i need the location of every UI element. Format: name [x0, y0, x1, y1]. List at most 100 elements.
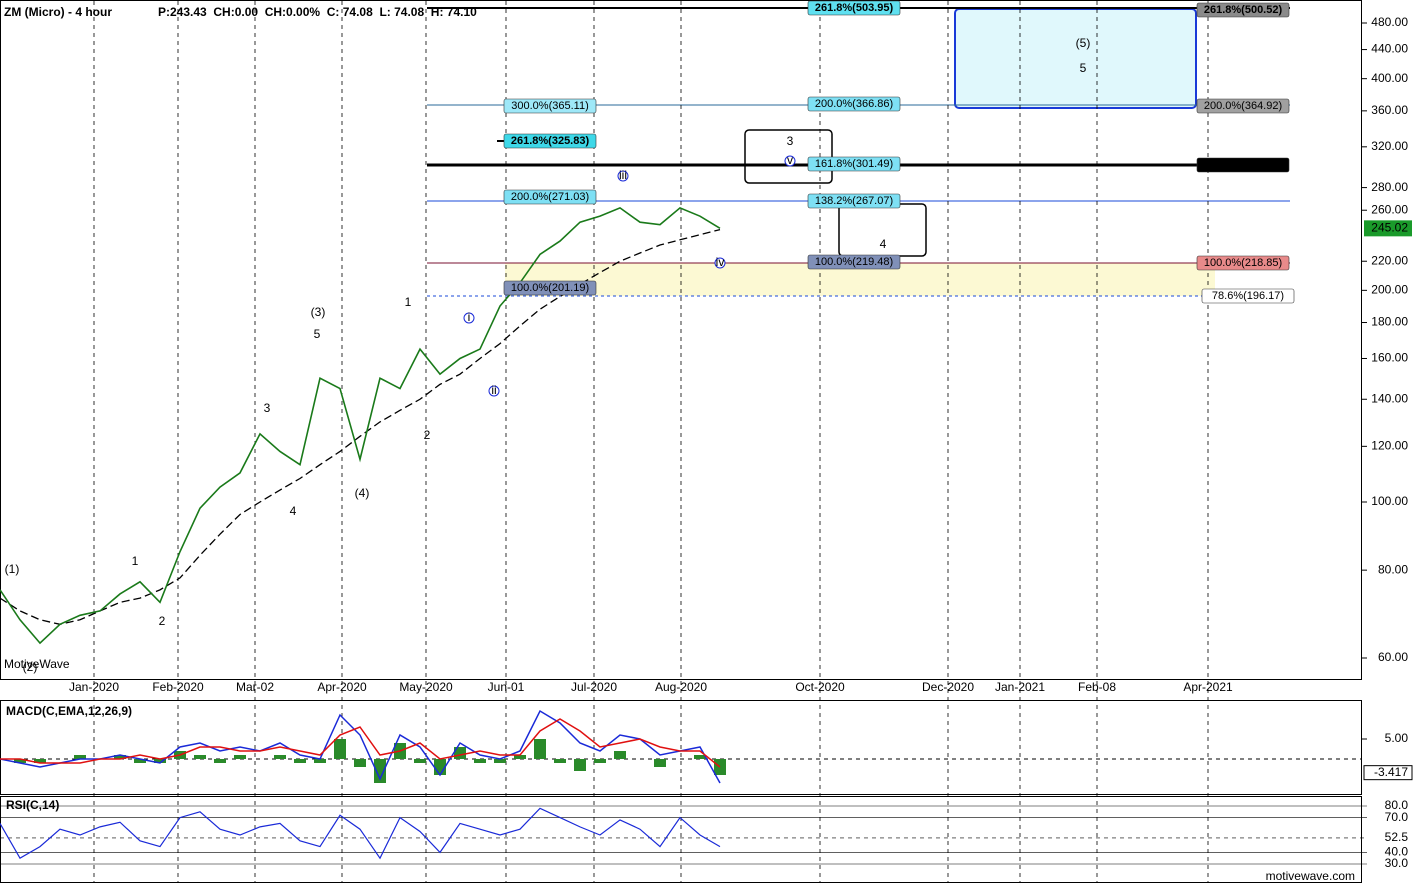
wave-label: v — [787, 153, 793, 167]
y-tick-label: 160.00 — [1371, 351, 1408, 365]
wave-label: iii — [619, 168, 627, 182]
y-tick-label: 360.00 — [1371, 103, 1408, 117]
macd-histogram — [574, 759, 586, 771]
macd-histogram — [134, 759, 146, 763]
y-tick-label: 180.00 — [1371, 315, 1408, 329]
time-label: Apr-2021 — [1183, 680, 1233, 694]
time-label: May-2020 — [399, 680, 453, 694]
fib-label: 200.0%(271.03) — [511, 191, 589, 203]
macd-histogram — [274, 755, 286, 759]
y-tick-label: 40.0 — [1385, 845, 1409, 859]
signal-line — [0, 718, 721, 768]
fib-box — [503, 133, 597, 149]
fib-box — [807, 193, 901, 209]
y-tick-label: 70.0 — [1385, 810, 1409, 824]
wave-label: (2) — [23, 660, 38, 674]
brand: MotiveWave — [4, 657, 70, 671]
y-tick-label: 30.0 — [1385, 856, 1409, 870]
wave-circle — [617, 170, 629, 182]
moving-average — [0, 228, 721, 625]
wave-label: 2 — [424, 428, 431, 442]
time-label: Jun-01 — [488, 680, 525, 694]
time-label: Oct-2020 — [795, 680, 845, 694]
macd-histogram — [554, 759, 566, 763]
fib-box — [807, 156, 901, 172]
macd-histogram — [114, 755, 126, 759]
wave-circle — [784, 155, 796, 167]
wave-label: 4 — [290, 504, 297, 518]
fib-label: 200.0%(364.92) — [1204, 100, 1282, 112]
wave-label: iv — [716, 255, 725, 269]
y-tick-label: 5.00 — [1385, 731, 1409, 745]
macd-histogram — [334, 739, 346, 759]
y-tick-label: 52.5 — [1385, 830, 1409, 844]
footer: motivewave.com — [1266, 869, 1355, 883]
macd-histogram — [594, 759, 606, 763]
wave-circle — [714, 257, 726, 269]
fib-box — [807, 96, 901, 112]
fib-label: 161.8%(301.49) — [815, 158, 893, 170]
y-tick-label: 400.00 — [1371, 71, 1408, 85]
time-label: Feb-2020 — [152, 680, 204, 694]
last-price: 245.02 — [1371, 221, 1408, 235]
last-macd: -3.417 — [1374, 765, 1408, 779]
time-label: Jan-2020 — [69, 680, 119, 694]
macd-histogram — [374, 759, 386, 783]
symbol: ZM (Micro) - 4 hour — [4, 5, 112, 19]
rsi-line — [0, 807, 721, 860]
macd-histogram — [354, 759, 366, 767]
macd-histogram — [214, 759, 226, 763]
macd-histogram — [194, 755, 206, 759]
wave-label: ii — [491, 383, 496, 397]
wave-label: 4 — [880, 237, 887, 251]
fib-box — [503, 98, 597, 114]
y-tick-label: 80.00 — [1378, 562, 1408, 576]
macd-histogram — [74, 755, 86, 759]
fib-label: 161.8%(300.17) — [1204, 159, 1283, 171]
fib-box — [1196, 2, 1290, 18]
y-tick-label: 440.00 — [1371, 42, 1408, 56]
fib-box — [1196, 255, 1290, 271]
time-label: Jul-2020 — [571, 680, 617, 694]
price-line — [0, 206, 721, 645]
wave-circle — [488, 385, 500, 397]
wave-label: 1 — [405, 295, 412, 309]
macd-histogram — [314, 759, 326, 763]
wave-label: (4) — [355, 486, 370, 500]
fib-box — [503, 280, 597, 296]
fib-label: 200.0%(366.86) — [815, 98, 893, 110]
last-price-marker — [1364, 220, 1412, 237]
fib-label: 78.6%(196.17) — [1212, 290, 1284, 302]
macd-histogram — [694, 755, 706, 759]
wave-label: 3 — [787, 134, 794, 148]
last-macd-marker — [1363, 765, 1413, 781]
wave-label: (3) — [311, 305, 326, 319]
fib-box — [503, 189, 597, 205]
fib-label: 100.0%(218.85) — [1204, 257, 1282, 269]
y-tick-label: 280.00 — [1371, 180, 1408, 194]
wave-label: (1) — [5, 562, 20, 576]
fib-label: 100.0%(219.48) — [815, 256, 893, 268]
fib-label: 300.0%(365.11) — [511, 100, 588, 112]
macd-histogram — [534, 739, 546, 759]
y-tick-label: 100.00 — [1371, 494, 1408, 508]
time-label: Mar-02 — [236, 680, 274, 694]
time-label: Feb-08 — [1078, 680, 1116, 694]
y-tick-label: 200.00 — [1371, 283, 1408, 297]
macd-histogram — [494, 759, 506, 763]
wave-label: 1 — [132, 554, 139, 568]
macd-histogram — [154, 759, 166, 763]
macd-histogram — [414, 759, 426, 763]
fib-label: 100.0%(201.19) — [511, 282, 589, 294]
macd-histogram — [474, 759, 486, 763]
fib-box — [1196, 98, 1290, 114]
y-tick-label: 80.0 — [1385, 798, 1409, 812]
macd-line — [0, 709, 721, 784]
macd-histogram — [234, 755, 246, 759]
time-label: Aug-2020 — [655, 680, 707, 694]
macd-histogram — [34, 759, 46, 763]
time-label: Dec-2020 — [922, 680, 974, 694]
